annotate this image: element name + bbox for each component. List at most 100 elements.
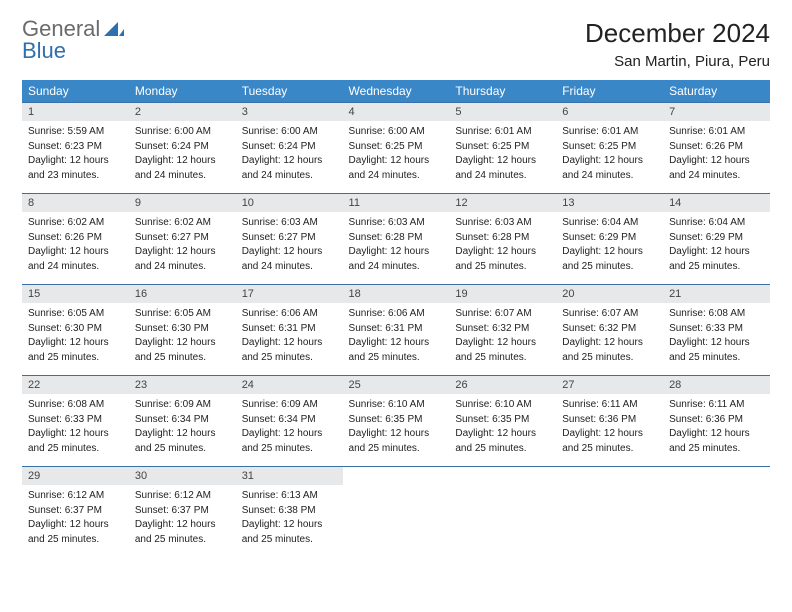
day-line: Sunset: 6:35 PM bbox=[455, 413, 550, 427]
day-line: and 24 minutes. bbox=[242, 169, 337, 183]
day-line: Sunset: 6:28 PM bbox=[349, 231, 444, 245]
day-line: Sunrise: 6:03 AM bbox=[242, 216, 337, 230]
day-cell: 7Sunrise: 6:01 AMSunset: 6:26 PMDaylight… bbox=[663, 103, 770, 194]
day-line: Sunrise: 6:08 AM bbox=[28, 398, 123, 412]
day-cell: 20Sunrise: 6:07 AMSunset: 6:32 PMDayligh… bbox=[556, 285, 663, 376]
day-cell: 31Sunrise: 6:13 AMSunset: 6:38 PMDayligh… bbox=[236, 467, 343, 558]
day-number: 24 bbox=[236, 376, 343, 394]
day-line: Sunset: 6:31 PM bbox=[349, 322, 444, 336]
day-line: Sunrise: 6:06 AM bbox=[242, 307, 337, 321]
day-line: Sunset: 6:27 PM bbox=[135, 231, 230, 245]
day-header: Wednesday bbox=[343, 80, 450, 103]
day-line: and 24 minutes. bbox=[135, 260, 230, 274]
day-body: Sunrise: 6:13 AMSunset: 6:38 PMDaylight:… bbox=[236, 485, 343, 557]
day-cell: 5Sunrise: 6:01 AMSunset: 6:25 PMDaylight… bbox=[449, 103, 556, 194]
day-body: Sunrise: 6:00 AMSunset: 6:24 PMDaylight:… bbox=[129, 121, 236, 193]
calendar-table: Sunday Monday Tuesday Wednesday Thursday… bbox=[22, 80, 770, 557]
day-line: and 25 minutes. bbox=[349, 351, 444, 365]
day-line: and 24 minutes. bbox=[28, 260, 123, 274]
day-line: and 25 minutes. bbox=[669, 260, 764, 274]
day-line: and 25 minutes. bbox=[562, 442, 657, 456]
page-title: December 2024 bbox=[585, 18, 770, 49]
day-cell: 14Sunrise: 6:04 AMSunset: 6:29 PMDayligh… bbox=[663, 194, 770, 285]
day-line: Daylight: 12 hours bbox=[242, 245, 337, 259]
day-number: 19 bbox=[449, 285, 556, 303]
day-body: Sunrise: 6:05 AMSunset: 6:30 PMDaylight:… bbox=[129, 303, 236, 375]
day-number: 7 bbox=[663, 103, 770, 121]
day-number: 21 bbox=[663, 285, 770, 303]
day-line: Sunset: 6:33 PM bbox=[669, 322, 764, 336]
day-number: 13 bbox=[556, 194, 663, 212]
day-number: 31 bbox=[236, 467, 343, 485]
day-line: Sunset: 6:34 PM bbox=[242, 413, 337, 427]
day-line: and 24 minutes. bbox=[349, 260, 444, 274]
day-line: Daylight: 12 hours bbox=[135, 154, 230, 168]
day-number: 8 bbox=[22, 194, 129, 212]
day-line: Sunset: 6:35 PM bbox=[349, 413, 444, 427]
day-line: Sunrise: 6:09 AM bbox=[135, 398, 230, 412]
day-line: Sunrise: 6:00 AM bbox=[242, 125, 337, 139]
header: General Blue December 2024 San Martin, P… bbox=[22, 18, 770, 70]
day-body: Sunrise: 6:02 AMSunset: 6:26 PMDaylight:… bbox=[22, 212, 129, 284]
day-line: and 25 minutes. bbox=[349, 442, 444, 456]
day-cell: 24Sunrise: 6:09 AMSunset: 6:34 PMDayligh… bbox=[236, 376, 343, 467]
day-line: Sunset: 6:25 PM bbox=[562, 140, 657, 154]
week-row: 8Sunrise: 6:02 AMSunset: 6:26 PMDaylight… bbox=[22, 194, 770, 285]
day-cell: 13Sunrise: 6:04 AMSunset: 6:29 PMDayligh… bbox=[556, 194, 663, 285]
day-line: Daylight: 12 hours bbox=[455, 154, 550, 168]
day-cell bbox=[663, 467, 770, 558]
day-line: Daylight: 12 hours bbox=[242, 336, 337, 350]
day-line: Sunrise: 6:04 AM bbox=[562, 216, 657, 230]
day-number: 28 bbox=[663, 376, 770, 394]
day-line: Sunrise: 6:11 AM bbox=[562, 398, 657, 412]
day-number: 27 bbox=[556, 376, 663, 394]
day-line: Daylight: 12 hours bbox=[562, 427, 657, 441]
day-line: Daylight: 12 hours bbox=[669, 154, 764, 168]
day-line: and 25 minutes. bbox=[242, 533, 337, 547]
logo: General Blue bbox=[22, 18, 124, 62]
day-line: Sunrise: 6:04 AM bbox=[669, 216, 764, 230]
day-line: Sunrise: 6:08 AM bbox=[669, 307, 764, 321]
day-line: Sunset: 6:30 PM bbox=[28, 322, 123, 336]
day-number: 26 bbox=[449, 376, 556, 394]
day-line: Sunrise: 6:03 AM bbox=[349, 216, 444, 230]
day-line: Sunset: 6:25 PM bbox=[349, 140, 444, 154]
day-body: Sunrise: 6:09 AMSunset: 6:34 PMDaylight:… bbox=[129, 394, 236, 466]
day-number: 25 bbox=[343, 376, 450, 394]
day-line: Daylight: 12 hours bbox=[135, 427, 230, 441]
day-number: 5 bbox=[449, 103, 556, 121]
day-number: 1 bbox=[22, 103, 129, 121]
day-cell bbox=[449, 467, 556, 558]
day-body: Sunrise: 6:09 AMSunset: 6:34 PMDaylight:… bbox=[236, 394, 343, 466]
day-line: Sunset: 6:34 PM bbox=[135, 413, 230, 427]
title-block: December 2024 San Martin, Piura, Peru bbox=[585, 18, 770, 70]
day-line: Daylight: 12 hours bbox=[455, 427, 550, 441]
day-cell: 21Sunrise: 6:08 AMSunset: 6:33 PMDayligh… bbox=[663, 285, 770, 376]
day-body: Sunrise: 6:06 AMSunset: 6:31 PMDaylight:… bbox=[236, 303, 343, 375]
day-body: Sunrise: 6:03 AMSunset: 6:28 PMDaylight:… bbox=[343, 212, 450, 284]
day-line: Sunset: 6:24 PM bbox=[242, 140, 337, 154]
day-number: 17 bbox=[236, 285, 343, 303]
day-body: Sunrise: 6:04 AMSunset: 6:29 PMDaylight:… bbox=[556, 212, 663, 284]
day-line: and 25 minutes. bbox=[242, 351, 337, 365]
day-line: Sunrise: 6:01 AM bbox=[669, 125, 764, 139]
day-body: Sunrise: 6:07 AMSunset: 6:32 PMDaylight:… bbox=[449, 303, 556, 375]
day-line: Sunrise: 6:02 AM bbox=[28, 216, 123, 230]
day-line: Sunrise: 6:10 AM bbox=[455, 398, 550, 412]
day-line: Sunrise: 6:01 AM bbox=[455, 125, 550, 139]
day-line: Daylight: 12 hours bbox=[28, 245, 123, 259]
day-line: Sunrise: 6:12 AM bbox=[28, 489, 123, 503]
day-body: Sunrise: 6:00 AMSunset: 6:25 PMDaylight:… bbox=[343, 121, 450, 193]
day-line: Sunrise: 6:00 AM bbox=[349, 125, 444, 139]
day-line: Sunset: 6:28 PM bbox=[455, 231, 550, 245]
day-number: 4 bbox=[343, 103, 450, 121]
day-body: Sunrise: 6:03 AMSunset: 6:27 PMDaylight:… bbox=[236, 212, 343, 284]
day-cell: 10Sunrise: 6:03 AMSunset: 6:27 PMDayligh… bbox=[236, 194, 343, 285]
day-line: and 25 minutes. bbox=[28, 533, 123, 547]
day-body: Sunrise: 6:01 AMSunset: 6:25 PMDaylight:… bbox=[449, 121, 556, 193]
day-line: Daylight: 12 hours bbox=[28, 336, 123, 350]
day-header: Thursday bbox=[449, 80, 556, 103]
day-body: Sunrise: 6:00 AMSunset: 6:24 PMDaylight:… bbox=[236, 121, 343, 193]
day-line: and 25 minutes. bbox=[135, 533, 230, 547]
day-header: Tuesday bbox=[236, 80, 343, 103]
